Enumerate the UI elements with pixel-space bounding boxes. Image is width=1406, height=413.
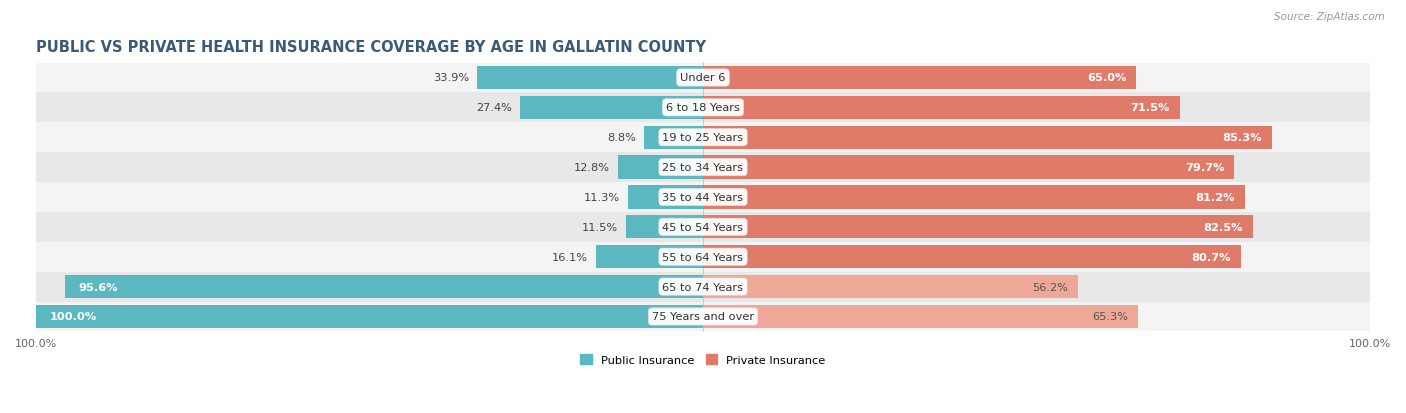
Text: 25 to 34 Years: 25 to 34 Years <box>662 163 744 173</box>
Bar <box>37 272 1369 302</box>
Text: 55 to 64 Years: 55 to 64 Years <box>662 252 744 262</box>
Text: 71.5%: 71.5% <box>1130 103 1170 113</box>
Text: 45 to 54 Years: 45 to 54 Years <box>662 222 744 232</box>
Bar <box>596 245 703 269</box>
Text: 82.5%: 82.5% <box>1204 222 1243 232</box>
Bar <box>703 66 1136 90</box>
Bar <box>703 186 1244 209</box>
Bar <box>644 126 703 150</box>
Text: 11.5%: 11.5% <box>582 222 619 232</box>
Bar <box>37 242 1369 272</box>
Text: 27.4%: 27.4% <box>477 103 512 113</box>
Bar <box>703 126 1272 150</box>
Text: 8.8%: 8.8% <box>607 133 637 143</box>
Bar <box>37 153 1369 183</box>
Bar <box>37 93 1369 123</box>
Bar <box>703 275 1078 299</box>
Bar <box>703 156 1234 179</box>
Bar <box>520 97 703 120</box>
Bar <box>477 66 703 90</box>
Text: 11.3%: 11.3% <box>583 192 620 202</box>
Bar <box>703 97 1180 120</box>
Bar <box>617 156 703 179</box>
Bar <box>66 275 703 299</box>
Text: PUBLIC VS PRIVATE HEALTH INSURANCE COVERAGE BY AGE IN GALLATIN COUNTY: PUBLIC VS PRIVATE HEALTH INSURANCE COVER… <box>37 40 706 55</box>
Text: 33.9%: 33.9% <box>433 73 470 83</box>
Bar <box>703 305 1139 328</box>
Text: 85.3%: 85.3% <box>1222 133 1261 143</box>
Bar <box>703 245 1241 269</box>
Text: 75 Years and over: 75 Years and over <box>652 312 754 322</box>
Text: Source: ZipAtlas.com: Source: ZipAtlas.com <box>1274 12 1385 22</box>
Bar <box>37 305 703 328</box>
Bar <box>626 216 703 239</box>
Bar <box>37 63 1369 93</box>
Bar <box>37 302 1369 332</box>
Text: 95.6%: 95.6% <box>79 282 118 292</box>
Text: 56.2%: 56.2% <box>1032 282 1067 292</box>
Text: 12.8%: 12.8% <box>574 163 610 173</box>
Text: 65.0%: 65.0% <box>1087 73 1126 83</box>
Bar <box>37 212 1369 242</box>
Text: 79.7%: 79.7% <box>1185 163 1225 173</box>
Text: 65.3%: 65.3% <box>1092 312 1129 322</box>
Bar <box>37 183 1369 212</box>
Text: Under 6: Under 6 <box>681 73 725 83</box>
Bar <box>703 216 1253 239</box>
Bar <box>37 123 1369 153</box>
Text: 100.0%: 100.0% <box>49 312 97 322</box>
Text: 80.7%: 80.7% <box>1192 252 1232 262</box>
Text: 19 to 25 Years: 19 to 25 Years <box>662 133 744 143</box>
Bar <box>627 186 703 209</box>
Text: 81.2%: 81.2% <box>1195 192 1234 202</box>
Text: 16.1%: 16.1% <box>551 252 588 262</box>
Text: 65 to 74 Years: 65 to 74 Years <box>662 282 744 292</box>
Legend: Public Insurance, Private Insurance: Public Insurance, Private Insurance <box>576 350 830 370</box>
Text: 6 to 18 Years: 6 to 18 Years <box>666 103 740 113</box>
Text: 35 to 44 Years: 35 to 44 Years <box>662 192 744 202</box>
